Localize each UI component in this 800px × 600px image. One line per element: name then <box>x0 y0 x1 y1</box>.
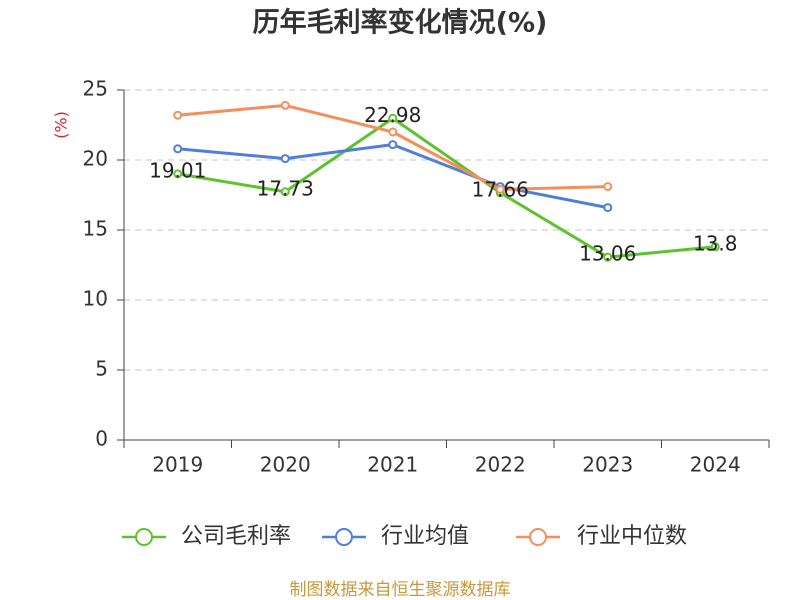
series-2-point-2022[interactable] <box>495 184 505 194</box>
legend-item-company-margin[interactable]: 公司毛利率 <box>122 524 291 549</box>
data-label-2024: 13.8 <box>693 231 738 255</box>
x-tick-label-2021: 2021 <box>367 453 418 477</box>
y-axis-label: (%) <box>52 111 71 139</box>
series-1-point-2023[interactable] <box>603 203 613 213</box>
data-label-2023: 13.06 <box>579 242 636 266</box>
series-2-point-2020[interactable] <box>280 100 290 110</box>
series-2-point-2019[interactable] <box>173 110 183 120</box>
legend-label-industry-median: 行业中位数 <box>577 524 687 549</box>
legend-circle-icon <box>529 528 547 546</box>
series-1-line <box>176 143 610 210</box>
series-0-point-2020[interactable] <box>280 187 290 197</box>
series-0-line <box>176 116 717 259</box>
series-0-point-2021[interactable] <box>388 113 398 123</box>
data-labels: 19.01 17.73 22.98 17.66 13.06 13.8 <box>149 103 737 266</box>
y-tick-label-25: 25 <box>83 77 108 101</box>
legend-item-industry-mean[interactable]: 行业均值 <box>322 524 469 549</box>
legend-item-industry-median[interactable]: 行业中位数 <box>516 524 687 549</box>
source-note: 制图数据来自恒生聚源数据库 <box>290 580 511 600</box>
y-tick-label-20: 20 <box>83 147 108 171</box>
data-label-2020: 17.73 <box>257 176 314 200</box>
series-0-point-2023[interactable] <box>603 252 613 262</box>
data-label-2021: 22.98 <box>364 103 421 127</box>
series-1-point-2021[interactable] <box>388 140 398 150</box>
legend-circle-icon <box>135 528 153 546</box>
series-1-point-2019[interactable] <box>173 144 183 154</box>
series-0-point-2019[interactable] <box>173 169 183 179</box>
y-tick-label-0: 0 <box>95 427 108 451</box>
chart-title: 历年毛利率变化情况(%) <box>253 7 548 39</box>
legend: 公司毛利率 行业均值 行业中位数 <box>122 524 687 549</box>
x-axis: 2019 2020 2021 2022 2023 2024 <box>123 439 770 477</box>
gridlines <box>124 89 769 371</box>
legend-label-company-margin: 公司毛利率 <box>181 524 291 549</box>
data-label-2022: 17.66 <box>472 177 529 201</box>
x-tick-label-2024: 2024 <box>690 453 741 477</box>
x-tick-label-2022: 2022 <box>475 453 526 477</box>
x-tick-label-2020: 2020 <box>260 453 311 477</box>
series-1-point-2020[interactable] <box>280 154 290 164</box>
y-tick-label-10: 10 <box>83 287 108 311</box>
y-tick-label-5: 5 <box>95 357 108 381</box>
series-2-point-2023[interactable] <box>603 182 613 192</box>
legend-circle-icon <box>335 528 353 546</box>
data-label-2019: 19.01 <box>149 158 206 182</box>
series-0-point-2024[interactable] <box>710 242 720 252</box>
x-tick-label-2019: 2019 <box>152 453 203 477</box>
series-2-point-2021[interactable] <box>388 127 398 137</box>
y-axis: 0 5 10 15 20 25 <box>83 77 125 451</box>
y-tick-label-15: 15 <box>83 217 108 241</box>
x-tick-label-2023: 2023 <box>582 453 633 477</box>
series-layer <box>173 100 720 262</box>
legend-label-industry-mean: 行业均值 <box>381 524 469 549</box>
